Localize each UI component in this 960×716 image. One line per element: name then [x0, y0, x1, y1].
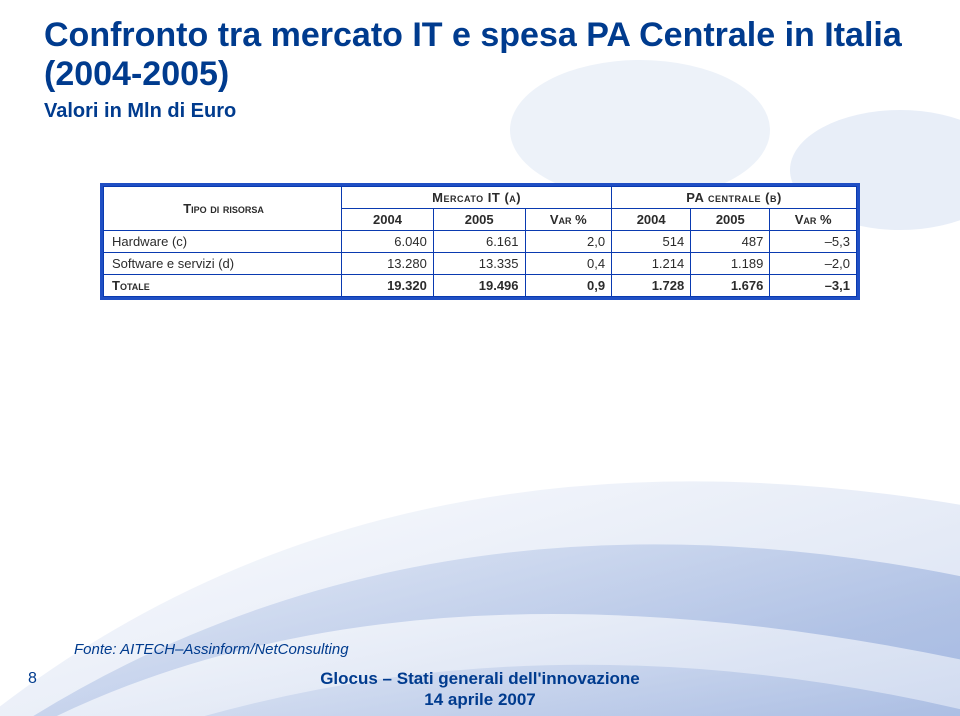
event-date: 14 aprile 2007 [0, 690, 960, 710]
cell-value: 487 [691, 231, 770, 253]
cell-value: 19.320 [342, 275, 434, 297]
col-a-var: Var % [525, 209, 612, 231]
col-group-pa-centrale: PA centrale (b) [612, 187, 857, 209]
cell-value: 514 [612, 231, 691, 253]
cell-value: 13.335 [433, 253, 525, 275]
cell-value: 1.214 [612, 253, 691, 275]
col-a-2005: 2005 [433, 209, 525, 231]
cell-value: 1.676 [691, 275, 770, 297]
col-b-var: Var % [770, 209, 857, 231]
subtitle: Valori in Mln di Euro [44, 100, 930, 123]
col-group-market-it: Mercato IT (a) [342, 187, 612, 209]
cell-value: 0,4 [525, 253, 612, 275]
col-a-2004: 2004 [342, 209, 434, 231]
table-row-totale: Totale 19.320 19.496 0,9 1.728 1.676 –3,… [104, 275, 857, 297]
event-name: Glocus – Stati generali dell'innovazione [0, 669, 960, 689]
cell-value: –2,0 [770, 253, 857, 275]
cell-value: 2,0 [525, 231, 612, 253]
cell-label: Totale [104, 275, 342, 297]
col-rowhead: Tipo di risorsa [104, 187, 342, 231]
cell-value: 1.728 [612, 275, 691, 297]
table-row: Hardware (c) 6.040 6.161 2,0 514 487 –5,… [104, 231, 857, 253]
cell-label: Software e servizi (d) [104, 253, 342, 275]
page-title: Confronto tra mercato IT e spesa PA Cent… [44, 16, 930, 94]
cell-value: 6.040 [342, 231, 434, 253]
cell-value: 13.280 [342, 253, 434, 275]
cell-value: 0,9 [525, 275, 612, 297]
footer: Glocus – Stati generali dell'innovazione… [0, 669, 960, 716]
cell-value: 6.161 [433, 231, 525, 253]
col-b-2004: 2004 [612, 209, 691, 231]
source-citation: Fonte: AITECH–Assinform/NetConsulting [74, 641, 349, 658]
cell-value: 19.496 [433, 275, 525, 297]
cell-label: Hardware (c) [104, 231, 342, 253]
table-row: Software e servizi (d) 13.280 13.335 0,4… [104, 253, 857, 275]
comparison-table: Tipo di risorsa Mercato IT (a) PA centra… [100, 183, 860, 300]
col-b-2005: 2005 [691, 209, 770, 231]
cell-value: –3,1 [770, 275, 857, 297]
cell-value: –5,3 [770, 231, 857, 253]
cell-value: 1.189 [691, 253, 770, 275]
